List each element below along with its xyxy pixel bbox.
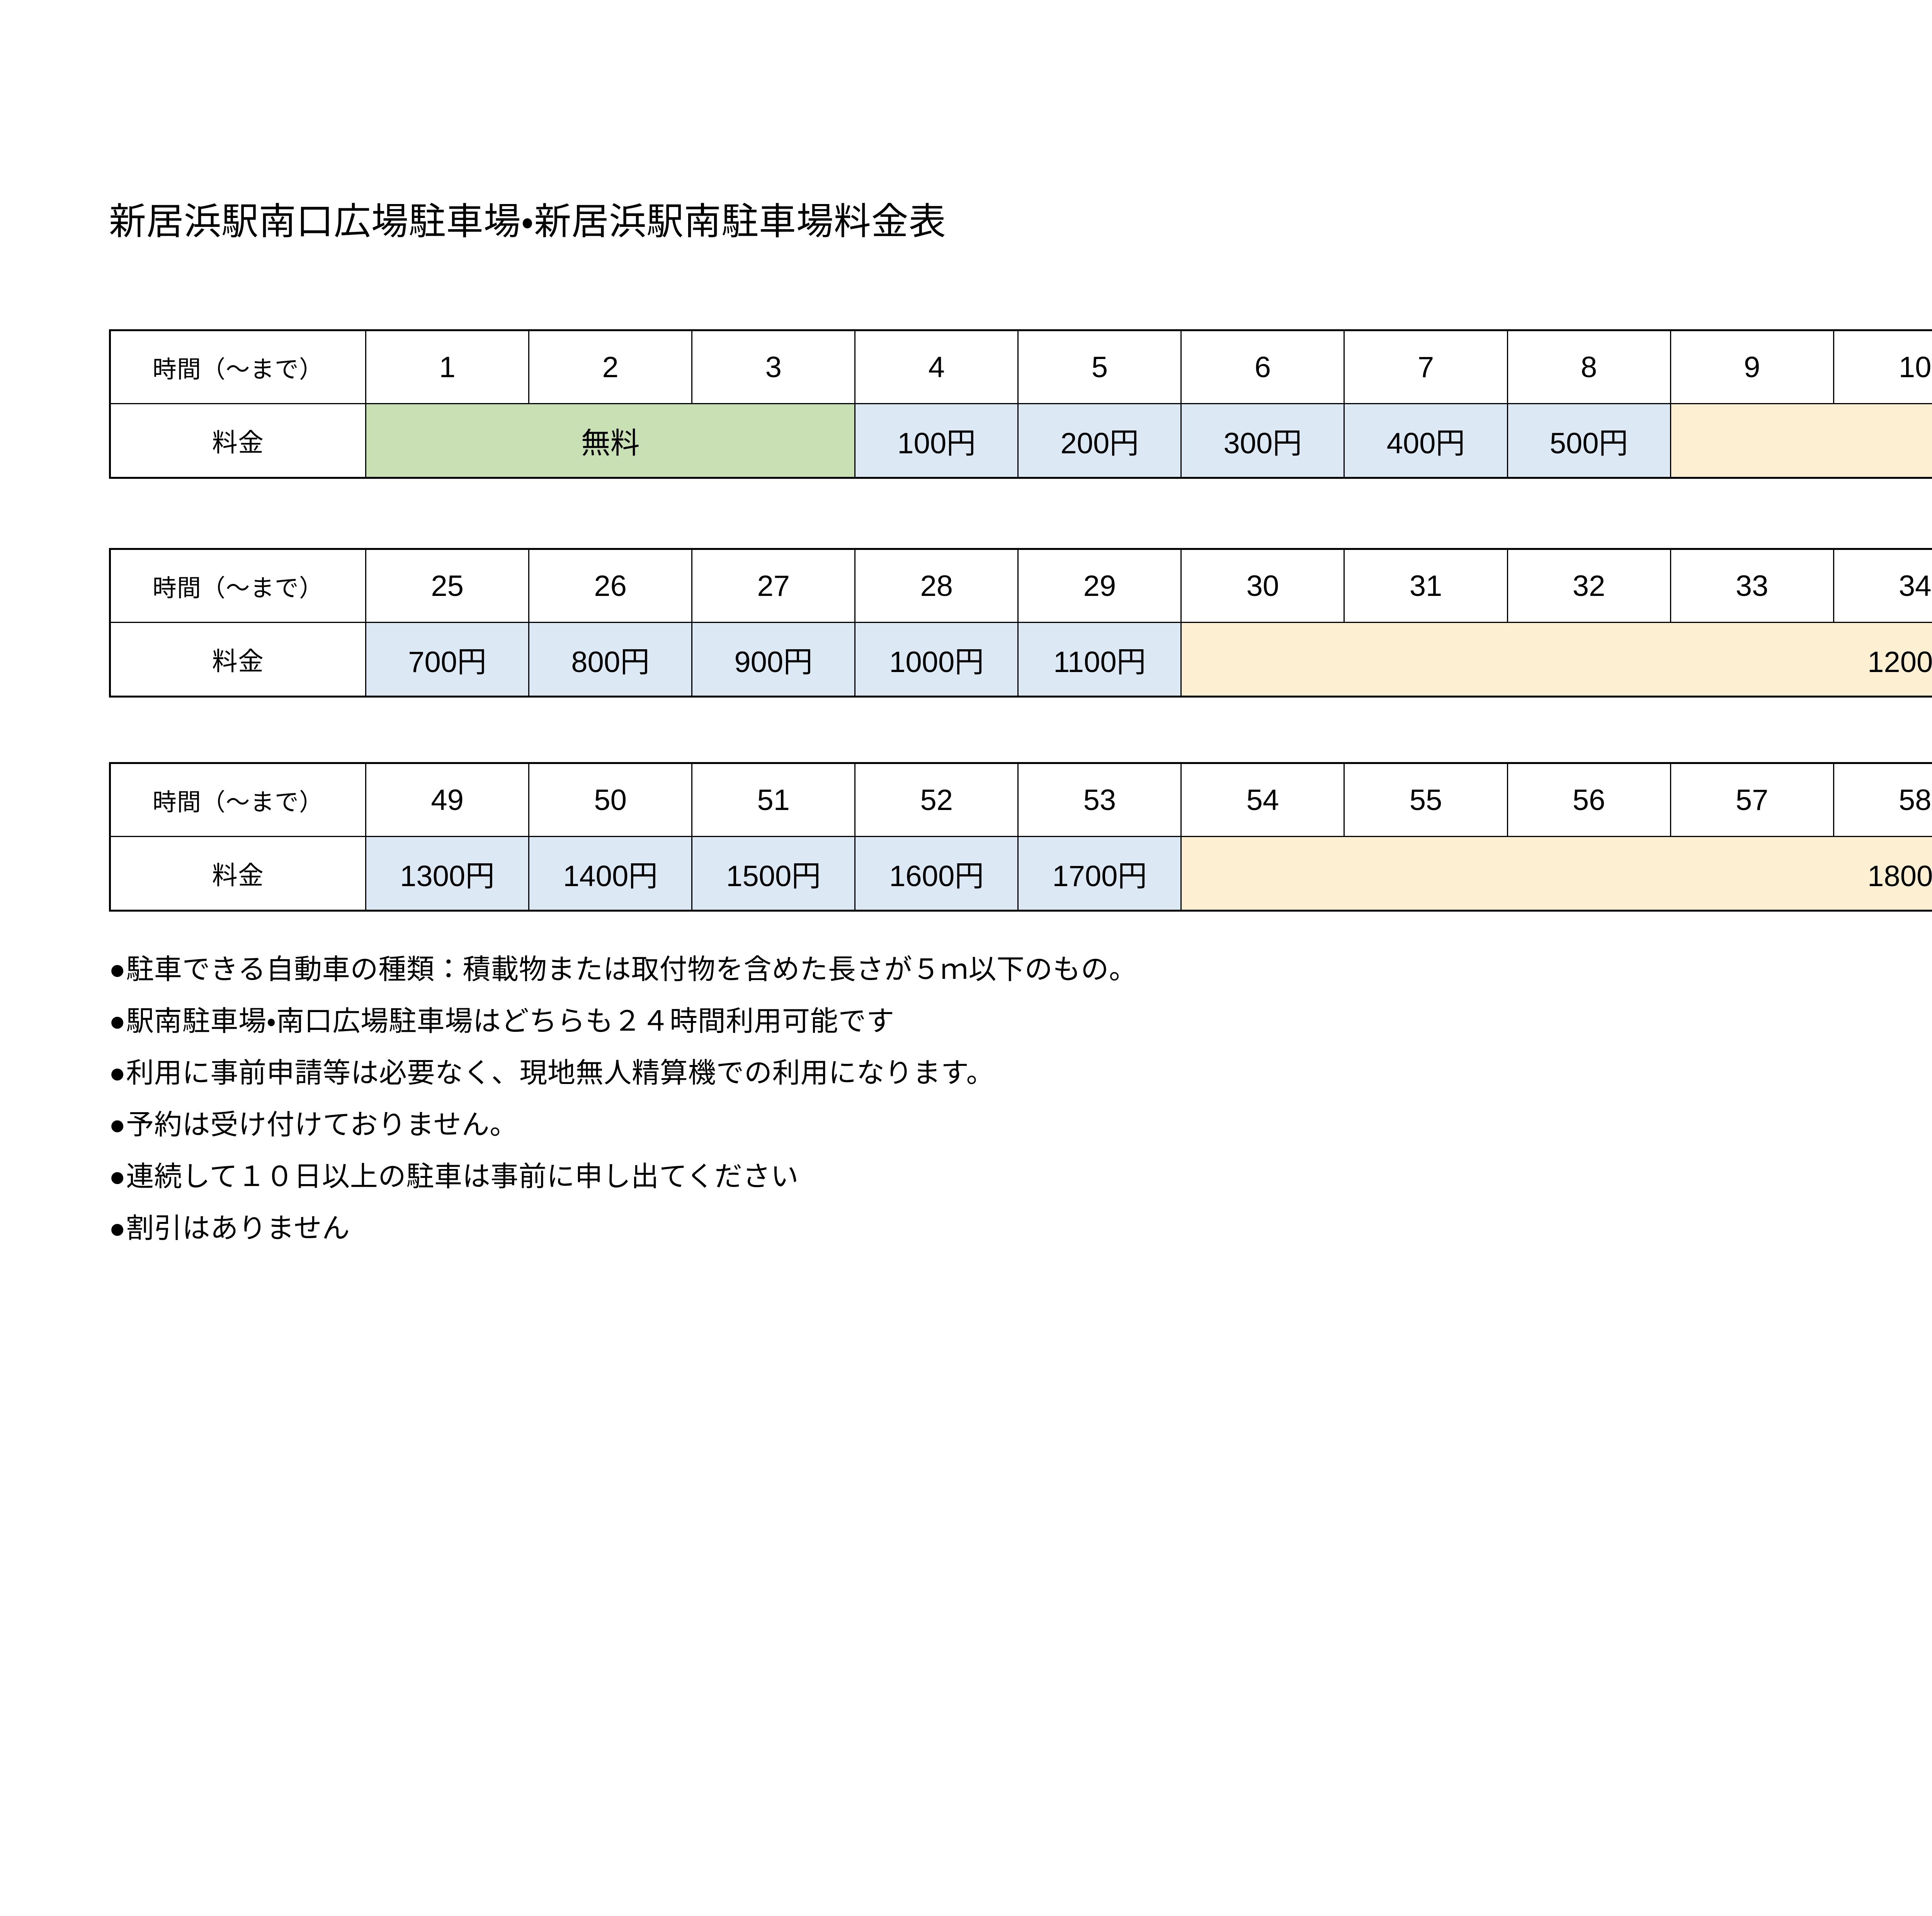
fee-table-hours-25-48: 時間（〜まで）252627282930313233343536〜48 料金700… bbox=[109, 548, 1932, 698]
fee-cell: 1400円 bbox=[528, 836, 693, 911]
hours-cell: 49 bbox=[365, 762, 530, 837]
fee-cell: 1800円 bbox=[1180, 836, 1932, 911]
fee-cell: 1300円 bbox=[365, 836, 530, 911]
fee-cell: 1700円 bbox=[1017, 836, 1182, 911]
fee-cell: 800円 bbox=[528, 622, 693, 697]
hours-cell: 2 bbox=[528, 330, 693, 404]
fee-cell: 100円 bbox=[854, 403, 1019, 478]
fee-cell: 1500円 bbox=[691, 836, 856, 911]
fee-table-body-3: 時間（〜まで）495051525354555657585960〜72 料金130… bbox=[109, 762, 1932, 911]
hours-cell: 8 bbox=[1507, 330, 1671, 404]
fee-header-cell: 料金 bbox=[109, 622, 367, 697]
page-title: 新居浜駅南口広場駐車場・新居浜駅南駐車場料金表 bbox=[109, 201, 946, 243]
fee-cell: 1100円 bbox=[1017, 622, 1182, 697]
hours-cell: 3 bbox=[691, 330, 856, 404]
hours-row: 時間（〜まで）123456789101112〜24 bbox=[109, 330, 1932, 404]
fee-cell: 400円 bbox=[1344, 403, 1508, 478]
hours-row: 時間（〜まで）495051525354555657585960〜72 bbox=[109, 762, 1932, 837]
note-item: ●予約は受け付けておりません。 bbox=[109, 1109, 518, 1140]
hours-cell: 32 bbox=[1507, 548, 1671, 623]
fee-row: 料金700円800円900円1000円1100円1200円 bbox=[109, 622, 1932, 697]
hours-cell: 30 bbox=[1180, 548, 1345, 623]
hours-row: 時間（〜まで）252627282930313233343536〜48 bbox=[109, 548, 1932, 623]
fee-table-body-1: 時間（〜まで）123456789101112〜24 料金無料100円200円30… bbox=[109, 330, 1932, 478]
note-item: ●駅南駐車場・南口広場駐車場はどちらも２４時間利用可能です bbox=[109, 1006, 895, 1037]
hours-cell: 9 bbox=[1670, 330, 1834, 404]
hours-cell: 10 bbox=[1833, 330, 1932, 404]
hours-cell: 54 bbox=[1180, 762, 1345, 837]
fee-cell: 1200円 bbox=[1180, 622, 1932, 697]
fee-cell: 200円 bbox=[1017, 403, 1182, 478]
hours-cell: 26 bbox=[528, 548, 693, 623]
hours-cell: 7 bbox=[1344, 330, 1508, 404]
fee-row: 料金1300円1400円1500円1600円1700円1800円 bbox=[109, 836, 1932, 911]
fee-cell: 700円 bbox=[365, 622, 530, 697]
hours-cell: 5 bbox=[1017, 330, 1182, 404]
fee-cell: 600円 bbox=[1670, 403, 1932, 478]
fee-cell: 300円 bbox=[1180, 403, 1345, 478]
hours-cell: 56 bbox=[1507, 762, 1671, 837]
fee-header-cell: 料金 bbox=[109, 836, 367, 911]
note-item: ●利用に事前申請等は必要なく、現地無人精算機での利用になります。 bbox=[109, 1058, 995, 1089]
hours-header-cell: 時間（〜まで） bbox=[109, 548, 367, 623]
fee-row: 料金無料100円200円300円400円500円600円 bbox=[109, 403, 1932, 478]
hours-cell: 1 bbox=[365, 330, 530, 404]
fee-header-cell: 料金 bbox=[109, 403, 367, 478]
fee-cell: 無料 bbox=[365, 403, 856, 478]
hours-cell: 33 bbox=[1670, 548, 1834, 623]
hours-cell: 28 bbox=[854, 548, 1019, 623]
hours-cell: 51 bbox=[691, 762, 856, 837]
hours-cell: 55 bbox=[1344, 762, 1508, 837]
fee-cell: 1000円 bbox=[854, 622, 1019, 697]
hours-cell: 34 bbox=[1833, 548, 1932, 623]
hours-cell: 58 bbox=[1833, 762, 1932, 837]
fee-table-hours-49-72: 時間（〜まで）495051525354555657585960〜72 料金130… bbox=[109, 762, 1932, 912]
hours-cell: 31 bbox=[1344, 548, 1508, 623]
hours-cell: 27 bbox=[691, 548, 856, 623]
fee-cell: 1600円 bbox=[854, 836, 1019, 911]
hours-cell: 53 bbox=[1017, 762, 1182, 837]
fee-table-hours-1-24: 時間（〜まで）123456789101112〜24 料金無料100円200円30… bbox=[109, 329, 1932, 479]
hours-cell: 52 bbox=[854, 762, 1019, 837]
hours-cell: 6 bbox=[1180, 330, 1345, 404]
hours-cell: 4 bbox=[854, 330, 1019, 404]
hours-cell: 57 bbox=[1670, 762, 1834, 837]
fee-cell: 900円 bbox=[691, 622, 856, 697]
hours-cell: 25 bbox=[365, 548, 530, 623]
hours-cell: 29 bbox=[1017, 548, 1182, 623]
hours-cell: 50 bbox=[528, 762, 693, 837]
fee-cell: 500円 bbox=[1507, 403, 1671, 478]
notes-list: ●駐車できる自動車の種類：積載物または取付物を含めた長さが５ｍ以下のもの。 ●駅南… bbox=[109, 944, 1932, 1254]
note-item: ●連続して１０日以上の駐車は事前に申し出てください bbox=[109, 1161, 799, 1192]
note-item: ●駐車できる自動車の種類：積載物または取付物を含めた長さが５ｍ以下のもの。 bbox=[109, 954, 1137, 985]
note-item: ●割引はありません bbox=[109, 1213, 350, 1244]
hours-header-cell: 時間（〜まで） bbox=[109, 330, 367, 404]
fee-table-body-2: 時間（〜まで）252627282930313233343536〜48 料金700… bbox=[109, 548, 1932, 697]
hours-header-cell: 時間（〜まで） bbox=[109, 762, 367, 837]
